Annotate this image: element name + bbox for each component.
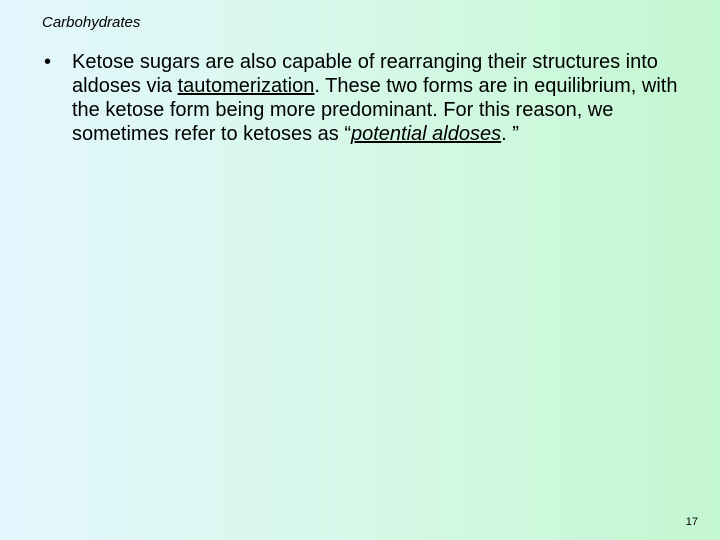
text-part-3: . ” (501, 123, 519, 145)
slide-heading: Carbohydrates (42, 14, 140, 31)
bullet-text: Ketose sugars are also capable of rearra… (72, 50, 678, 146)
text-underlined-term: tautomerization (178, 75, 315, 97)
slide: Carbohydrates • Ketose sugars are also c… (0, 0, 720, 540)
page-number: 17 (686, 516, 698, 528)
slide-body: • Ketose sugars are also capable of rear… (42, 50, 678, 146)
bullet-item: • Ketose sugars are also capable of rear… (42, 50, 678, 146)
bullet-marker: • (42, 50, 72, 74)
text-italic-underlined-term: potential aldoses (351, 123, 501, 145)
